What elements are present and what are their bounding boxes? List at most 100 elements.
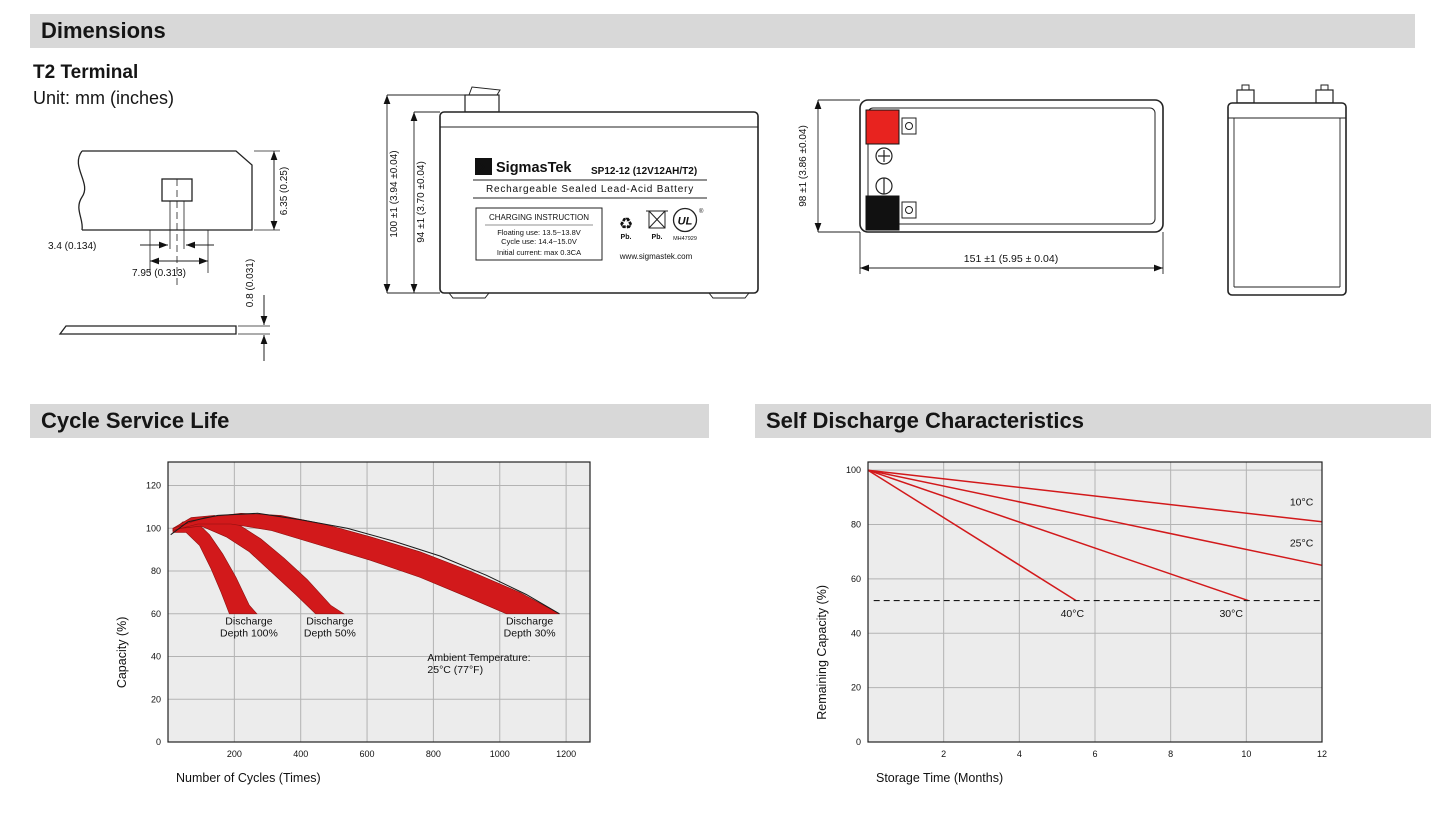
- section-header-self-discharge: Self Discharge Characteristics: [755, 404, 1431, 438]
- foot-left: [448, 292, 490, 299]
- terminal-tab: [468, 86, 501, 96]
- chart-annotation: Ambient Temperature:: [427, 652, 530, 664]
- end-terminal-right: [1315, 89, 1334, 104]
- positive-terminal: [865, 109, 900, 145]
- x-tick-label: 12: [1317, 749, 1327, 759]
- negative-terminal: [865, 195, 900, 231]
- brand-name: SigmasTek: [496, 160, 572, 176]
- x-tick-label: 8: [1168, 749, 1173, 759]
- x-tick-label: 4: [1017, 749, 1022, 759]
- series-25°C: [867, 469, 1323, 567]
- ul-icon: [672, 207, 698, 233]
- ul-file-number: MH47929: [673, 236, 697, 242]
- battery-end-view: [1227, 84, 1347, 296]
- dim-depth-label: 98 ±1 (3.86 ±0.04): [798, 125, 809, 207]
- website-text: www.sigmastek.com: [619, 252, 693, 261]
- terminal-post: [464, 94, 500, 113]
- terminal-type-label: T2 Terminal: [33, 62, 139, 83]
- front-dimension-lines: [383, 94, 465, 294]
- battery-case: [439, 86, 759, 299]
- chart-annotation: Depth 30%: [504, 627, 556, 639]
- crossed-bin-icon: [646, 210, 668, 229]
- chart-annotation: 40°C: [1061, 608, 1085, 620]
- chart-annotation: 30°C: [1219, 608, 1243, 620]
- pb-bin-label: Pb.: [652, 234, 663, 241]
- section-header-cycle-life: Cycle Service Life: [30, 404, 709, 438]
- x-tick-label: 800: [426, 749, 441, 759]
- charging-line3: Initial current: max 0.3CA: [497, 248, 581, 257]
- x-tick-label: 2: [941, 749, 946, 759]
- chart-annotation: 10°C: [1290, 496, 1314, 508]
- y-tick-label: 80: [151, 566, 161, 576]
- charging-instruction-box: [475, 207, 603, 261]
- terminal-caption: T2 Terminal Unit: mm (inches): [33, 62, 174, 109]
- y-tick-label: 60: [851, 574, 861, 584]
- case-outline: [439, 111, 759, 294]
- end-view-case: [1227, 84, 1347, 296]
- dim-length-label: 151 ±1 (5.95 ± 0.04): [964, 253, 1058, 265]
- top-view-case: [859, 99, 1164, 233]
- x-tick-label: 400: [293, 749, 308, 759]
- dim-strip-thickness-label: 0.8 (0.031): [245, 259, 256, 307]
- charging-title: CHARGING INSTRUCTION: [489, 213, 589, 222]
- pb-recycle-label: Pb.: [621, 234, 632, 241]
- y-tick-label: 100: [846, 465, 861, 475]
- unit-label: Unit: mm (inches): [33, 88, 175, 108]
- dim-total-height-label: 100 ±1 (3.94 ±0.04): [389, 150, 400, 237]
- dim-case-height-label: 94 ±1 (3.70 ±0.04): [416, 161, 427, 243]
- charging-line1: Floating use: 13.5~13.8V: [497, 228, 581, 237]
- battery-front-view: 100 ±1 (3.94 ±0.04) 94 ±1 (3.70 ±0.04) Σ…: [383, 86, 759, 299]
- x-axis-label: Storage Time (Months): [876, 771, 1003, 785]
- x-tick-label: 10: [1241, 749, 1251, 759]
- dim-blade-width-label: 3.4 (0.134): [48, 241, 96, 252]
- chart-annotation: Depth 50%: [304, 627, 356, 639]
- section-title-cycle-life: Cycle Service Life: [41, 408, 230, 433]
- y-tick-label: 40: [851, 628, 861, 638]
- section-title-dimensions: Dimensions: [41, 18, 166, 43]
- y-axis-label: Capacity (%): [115, 617, 129, 689]
- dim-terminal-height-label: 6.35 (0.25): [279, 167, 290, 215]
- ul-icon-text: UL: [678, 216, 693, 228]
- series-40°C: [867, 469, 1077, 602]
- terminal-cross-section-drawing: 3.4 (0.134) 7.95 (0.313) 6.35 (0.25) 0.8…: [48, 150, 290, 361]
- end-terminal-left: [1236, 89, 1255, 104]
- x-tick-label: 1000: [490, 749, 510, 759]
- section-title-self-discharge: Self Discharge Characteristics: [766, 408, 1084, 433]
- band-Discharge Depth 30%: [172, 512, 560, 615]
- model-number: SP12-12 (12V12AH/T2): [591, 166, 697, 177]
- y-tick-label: 0: [156, 737, 161, 747]
- terminal-strip: [58, 325, 237, 335]
- section-header-dimensions: Dimensions: [30, 14, 1415, 48]
- charging-line2: Cycle use: 14.4~15.0V: [501, 237, 577, 246]
- terminal-profile: [77, 150, 253, 285]
- terminal-body-outline: [82, 150, 253, 231]
- battery-top-view: 98 ±1 (3.86 ±0.04) 151 ±1 (5.95 ± 0.04): [798, 99, 1164, 274]
- y-tick-label: 0: [856, 737, 861, 747]
- x-tick-label: 600: [360, 749, 375, 759]
- brand-logo-glyph: Σ: [480, 160, 488, 175]
- end-case-outline: [1227, 102, 1347, 296]
- break-line: [77, 150, 86, 231]
- chart-cycle-life: 200 400 600 800 1000 1200 0 20 40 60 80 100 120 Disch…: [115, 461, 591, 785]
- y-tick-label: 120: [146, 481, 161, 491]
- x-tick-label: 1200: [556, 749, 576, 759]
- chart-annotation: Discharge: [506, 615, 553, 627]
- y-tick-label: 20: [851, 683, 861, 693]
- y-axis-label: Remaining Capacity (%): [815, 585, 829, 720]
- series-30°C: [867, 469, 1249, 602]
- chart-annotation: Depth 100%: [220, 627, 278, 639]
- x-tick-label: 6: [1092, 749, 1097, 759]
- y-tick-label: 60: [151, 609, 161, 619]
- y-tick-label: 20: [151, 694, 161, 704]
- chart-annotation: Discharge: [225, 615, 272, 627]
- x-axis-label: Number of Cycles (Times): [176, 771, 321, 785]
- x-tick-label: 200: [227, 749, 242, 759]
- terminal-dimension-lines: [140, 150, 280, 361]
- chart-annotation: Discharge: [306, 615, 353, 627]
- top-dimension-lines: [814, 99, 1164, 274]
- battery-subtitle: Rechargeable Sealed Lead-Acid Battery: [486, 184, 694, 195]
- series-10°C: [867, 469, 1323, 523]
- recycle-icon: ♻: [619, 216, 633, 233]
- foot-right: [708, 292, 750, 299]
- series-envelope: [170, 512, 560, 615]
